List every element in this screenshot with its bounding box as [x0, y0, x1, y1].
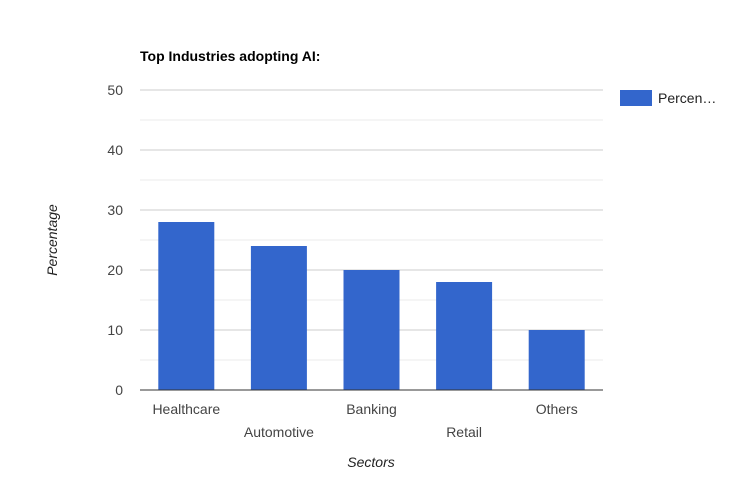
chart-title: Top Industries adopting AI:: [140, 48, 320, 64]
bar-retail[interactable]: [436, 282, 493, 390]
y-tick-label: 40: [107, 142, 123, 158]
x-axis-ticks: Healthcare Automotive Banking Retail Others: [152, 401, 577, 440]
y-tick-label: 20: [107, 262, 123, 278]
legend-swatch: [620, 90, 652, 106]
bar-healthcare[interactable]: [158, 222, 215, 390]
y-tick-label: 0: [115, 382, 123, 398]
bar-automotive[interactable]: [250, 246, 307, 390]
x-tick-label: Automotive: [244, 424, 314, 440]
bar-banking[interactable]: [343, 270, 400, 390]
legend-label: Percen…: [658, 90, 716, 106]
x-tick-label: Others: [536, 401, 578, 417]
y-tick-label: 30: [107, 202, 123, 218]
y-tick-label: 50: [107, 82, 123, 98]
bars: [158, 222, 585, 390]
x-axis-title: Sectors: [347, 454, 394, 470]
y-axis-ticks: 0 10 20 30 40 50: [107, 82, 123, 398]
y-axis-title: Percentage: [44, 204, 60, 276]
x-tick-label: Banking: [346, 401, 397, 417]
legend[interactable]: Percen…: [620, 90, 716, 106]
bar-others[interactable]: [528, 330, 585, 390]
y-tick-label: 10: [107, 322, 123, 338]
x-tick-label: Retail: [446, 424, 482, 440]
x-tick-label: Healthcare: [152, 401, 220, 417]
gridlines: [140, 89, 603, 361]
